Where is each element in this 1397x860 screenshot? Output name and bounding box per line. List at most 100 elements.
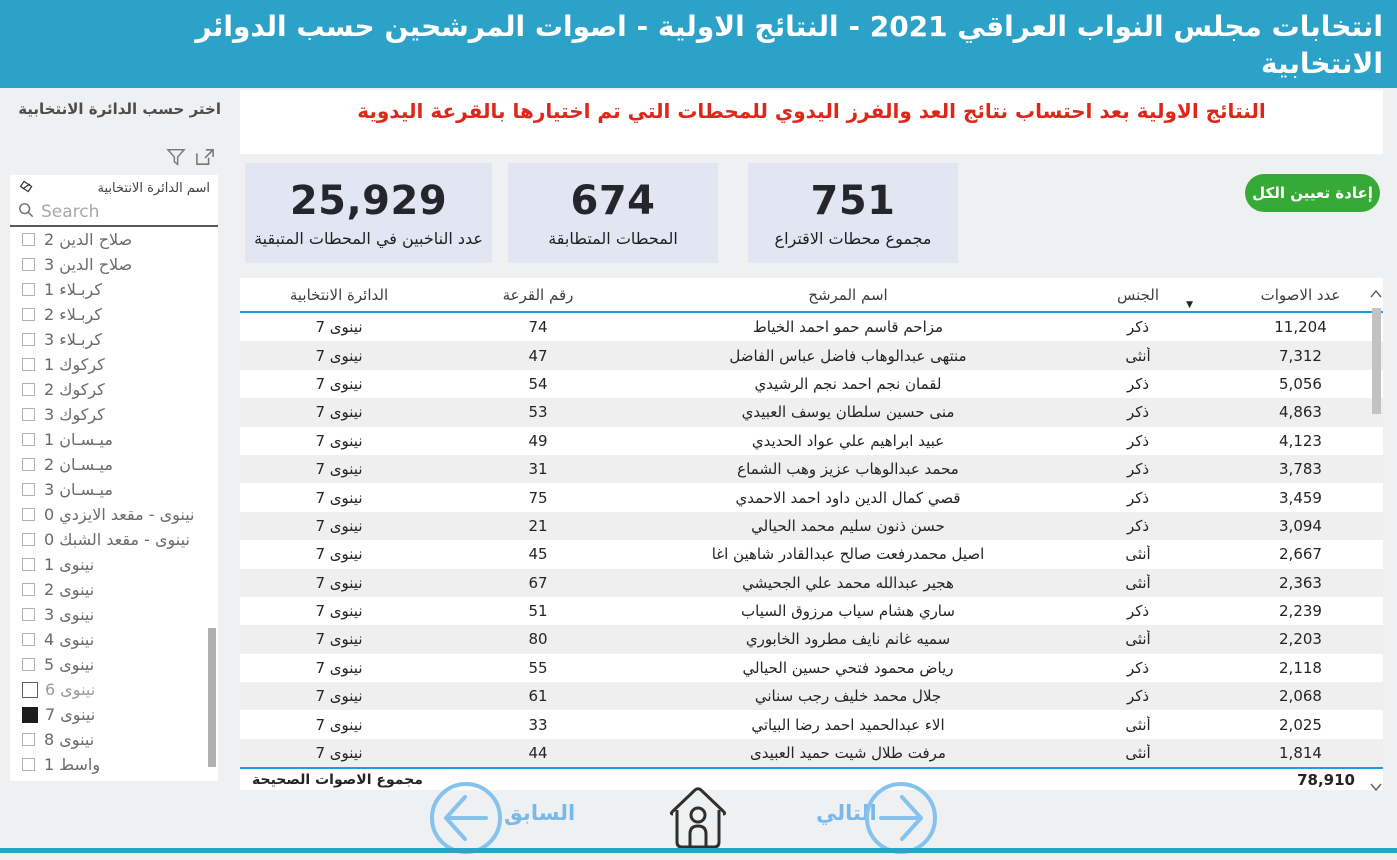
- scroll-down-icon[interactable]: [1370, 776, 1382, 792]
- table-row[interactable]: 11,204 ذكر مزاحم قاسم حمو احمد الخياط 74…: [240, 313, 1383, 342]
- column-header-name[interactable]: اسم المرشح: [808, 285, 888, 304]
- table-row[interactable]: 2,203 أنثى سميه غانم نايف مطرود الخابوري…: [240, 625, 1383, 654]
- district-list-item[interactable]: كركوك 2: [10, 377, 218, 402]
- table-row[interactable]: 2,239 ذكر ساري هشام سياب مرزوق السياب 51…: [240, 596, 1383, 626]
- scroll-up-icon[interactable]: [1370, 283, 1382, 298]
- table-row[interactable]: 2,068 ذكر جلال محمد خليف رجب سناني 61 ني…: [240, 682, 1383, 711]
- cell-district: نينوى 7: [315, 318, 363, 337]
- column-header-gender[interactable]: الجنس: [1116, 285, 1160, 304]
- table-row[interactable]: 4,863 ذكر منى حسين سلطان يوسف العبيدي 53…: [240, 398, 1383, 427]
- table-row[interactable]: 2,667 أنثى اصيل محمدرفعت صالح عبدالقادر …: [240, 540, 1383, 569]
- district-list-item[interactable]: نينوى 1: [10, 552, 218, 577]
- district-label: ميـسـان 1: [44, 430, 113, 449]
- district-list-item[interactable]: واسط 1: [10, 752, 218, 777]
- district-list-item[interactable]: كركوك 1: [10, 352, 218, 377]
- district-list-item[interactable]: نينوى 7: [10, 702, 218, 727]
- district-checkbox[interactable]: [22, 706, 38, 723]
- district-checkbox[interactable]: [22, 333, 35, 346]
- table-scrollbar-thumb[interactable]: [1372, 308, 1381, 414]
- cell-votes: 2,203: [1279, 630, 1322, 649]
- cell-ballot: 80: [528, 630, 548, 649]
- district-checkbox[interactable]: [22, 533, 35, 546]
- next-page-button[interactable]: [863, 780, 939, 856]
- district-checkbox[interactable]: [22, 508, 35, 521]
- district-checkbox[interactable]: [22, 583, 35, 596]
- table-row[interactable]: 2,363 أنثى هجير عبدالله محمد علي الجحيشي…: [240, 568, 1383, 597]
- district-list-item[interactable]: ميـسـان 2: [10, 452, 218, 477]
- district-list-item[interactable]: نينوى 5: [10, 652, 218, 677]
- table-row[interactable]: 2,118 ذكر رياض محمود فتحي حسين الحيالي 5…: [240, 653, 1383, 683]
- district-list-item[interactable]: ميـسـان 1: [10, 427, 218, 452]
- table-row[interactable]: 3,783 ذكر محمد عبدالوهاب عزيز وهب الشماع…: [240, 454, 1383, 484]
- table-row[interactable]: 5,056 ذكر لقمان نجم احمد نجم الرشيدي 54 …: [240, 369, 1383, 399]
- cell-name: منتهى عبدالوهاب فاضل عباس الفاضل: [729, 346, 967, 365]
- table-row[interactable]: 3,459 ذكر قصي كمال الدين داود احمد الاحم…: [240, 483, 1383, 512]
- home-button[interactable]: [667, 784, 729, 850]
- table-row[interactable]: 2,025 أنثى الاء عبدالحميد احمد رضا البيا…: [240, 710, 1383, 739]
- cell-district: نينوى 7: [315, 374, 363, 393]
- district-list-item[interactable]: نينوى 4: [10, 627, 218, 652]
- cell-district: نينوى 7: [315, 687, 363, 706]
- district-checkbox[interactable]: [22, 308, 35, 321]
- sort-desc-icon[interactable]: ▼: [1186, 300, 1193, 310]
- district-list-item[interactable]: واسط 2: [10, 777, 218, 781]
- district-list-item[interactable]: نينوى 3: [10, 602, 218, 627]
- district-checkbox[interactable]: [22, 733, 35, 746]
- district-checkbox[interactable]: [22, 433, 35, 446]
- district-checkbox[interactable]: [22, 283, 35, 296]
- previous-page-button[interactable]: [428, 780, 504, 856]
- district-checkbox[interactable]: [22, 383, 35, 396]
- district-list-item[interactable]: نينوى 6: [10, 677, 218, 702]
- reset-all-button[interactable]: إعادة تعيين الكل: [1245, 174, 1380, 212]
- table-row[interactable]: 7,312 أنثى منتهى عبدالوهاب فاضل عباس الف…: [240, 341, 1383, 370]
- column-header-votes[interactable]: عدد الاصوات: [1260, 285, 1341, 304]
- search-input[interactable]: [41, 202, 260, 222]
- cell-district: نينوى 7: [315, 715, 363, 734]
- district-checkbox[interactable]: [22, 681, 38, 698]
- district-list-item[interactable]: كربـلاء 2: [10, 302, 218, 327]
- district-checkbox[interactable]: [22, 758, 35, 771]
- cell-gender: ذكر: [1126, 658, 1150, 677]
- focus-mode-icon[interactable]: [195, 148, 215, 166]
- district-checkbox[interactable]: [22, 483, 35, 496]
- column-header-ballot[interactable]: رقم القرعة: [502, 285, 574, 304]
- kpi-card-total-stations: 751 مجموع محطات الاقتراع: [748, 163, 958, 263]
- table-row[interactable]: 4,123 ذكر عبيد ابراهيم علي عواد الحديدي …: [240, 426, 1383, 455]
- district-checkbox[interactable]: [22, 408, 35, 421]
- cell-votes: 7,312: [1279, 346, 1322, 365]
- district-checkbox[interactable]: [22, 658, 35, 671]
- previous-page-label[interactable]: السابق: [504, 801, 576, 825]
- district-checkbox[interactable]: [22, 633, 35, 646]
- district-checkbox[interactable]: [22, 608, 35, 621]
- clear-selections-icon[interactable]: [18, 178, 35, 199]
- cell-ballot: 74: [528, 318, 548, 337]
- district-checkbox[interactable]: [22, 233, 35, 246]
- cell-ballot: 61: [528, 687, 548, 706]
- cell-name: جلال محمد خليف رجب سناني: [754, 687, 942, 706]
- cell-name: رياض محمود فتحي حسين الحيالي: [742, 658, 954, 677]
- district-list-item[interactable]: نينوى - مقعد الشبك 0: [10, 527, 218, 552]
- filter-icon[interactable]: [166, 148, 186, 166]
- district-list-item[interactable]: نينوى 2: [10, 577, 218, 602]
- district-list-item[interactable]: نينوى - مقعد الايزدي 0: [10, 502, 218, 527]
- district-list-item[interactable]: كركوك 3: [10, 402, 218, 427]
- cell-ballot: 54: [528, 374, 548, 393]
- district-list-item[interactable]: صلاح الدين 3: [10, 252, 218, 277]
- district-list-item[interactable]: صلاح الدين 2: [10, 227, 218, 252]
- district-checkbox[interactable]: [22, 458, 35, 471]
- table-row[interactable]: 3,094 ذكر حسن ذنون سليم محمد الحيالي 21 …: [240, 511, 1383, 541]
- district-list-item[interactable]: نينوى 8: [10, 727, 218, 752]
- district-list-item[interactable]: ميـسـان 3: [10, 477, 218, 502]
- slicer-scrollbar-thumb[interactable]: [208, 628, 216, 767]
- cell-votes: 11,204: [1274, 318, 1327, 337]
- table-row[interactable]: 1,814 أنثى مرفت طلال شيت حميد العبيدى 44…: [240, 738, 1383, 767]
- district-checkbox[interactable]: [22, 258, 35, 271]
- column-header-district[interactable]: الدائرة الانتخابية: [289, 285, 389, 304]
- district-label: كركوك 2: [44, 380, 105, 399]
- district-checkbox[interactable]: [22, 558, 35, 571]
- district-list-item[interactable]: كربـلاء 1: [10, 277, 218, 302]
- district-checkbox[interactable]: [22, 358, 35, 371]
- district-label: نينوى 4: [44, 630, 95, 649]
- district-list-item[interactable]: كربـلاء 3: [10, 327, 218, 352]
- district-label: نينوى - مقعد الشبك 0: [44, 530, 190, 549]
